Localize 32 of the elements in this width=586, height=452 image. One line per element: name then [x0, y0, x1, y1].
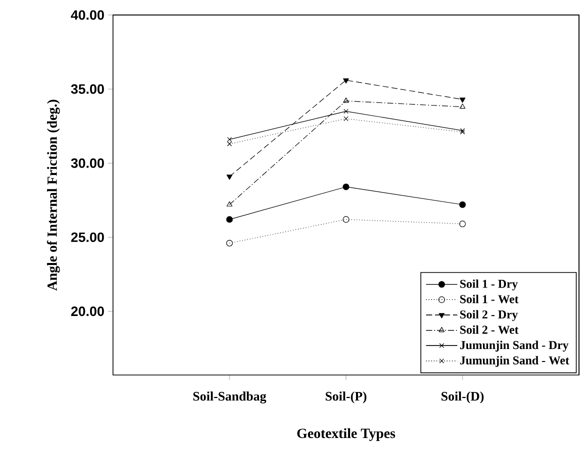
point [226, 201, 232, 206]
x-axis-title: Geotextile Types [297, 428, 396, 441]
point [344, 116, 348, 122]
y-tick-label: 40.00 [70, 10, 104, 20]
point [460, 104, 466, 109]
x-tick-label: Soil-(P) [326, 392, 366, 404]
y-tick-label: 35.00 [71, 84, 104, 94]
point [459, 201, 466, 208]
legend-label: Jumunjin Sand - Wet [460, 356, 570, 367]
point [226, 240, 233, 246]
x-tick-label: Soil-(D) [442, 392, 484, 404]
legend-label: Soil 2 - Wet [460, 325, 519, 334]
point [227, 141, 232, 146]
point [343, 98, 349, 103]
x-tick-label: Soil-Sandbag [193, 392, 266, 404]
point [342, 184, 350, 190]
point [344, 108, 348, 114]
y-tick-label: 20.00 [71, 306, 104, 316]
point [226, 216, 233, 223]
y-axis-title: Angle of Internal Friction (deg.) [46, 100, 60, 291]
point [460, 98, 466, 103]
point [342, 216, 350, 223]
legend-label: Soil 1 - Wet [460, 294, 519, 304]
y-tick-label: 25.00 [71, 232, 104, 242]
legend-label: Soil 2 - Dry [460, 310, 518, 321]
point [343, 78, 349, 84]
point [226, 174, 232, 180]
point [227, 137, 232, 142]
y-tick-label: 30.00 [71, 158, 104, 168]
point [459, 220, 466, 228]
legend-label: Jumunjin Sand - Dry [460, 340, 568, 352]
legend-label: Soil 1 - Dry [460, 279, 518, 290]
